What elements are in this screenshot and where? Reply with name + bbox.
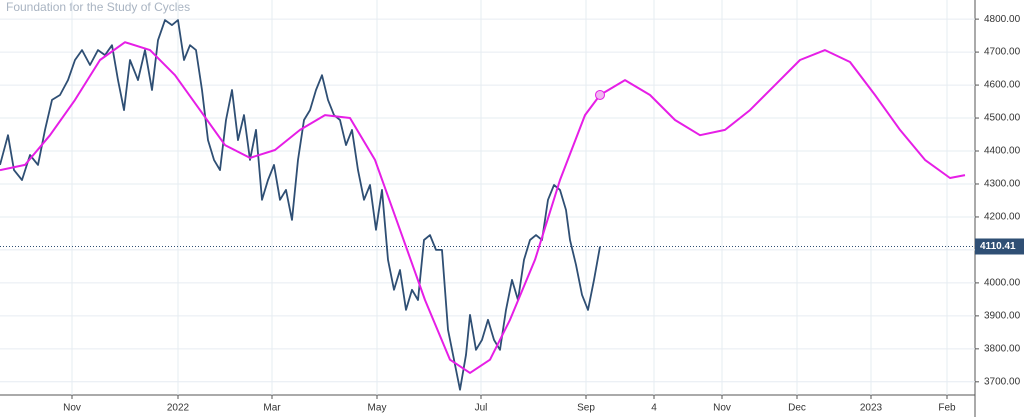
x-tick-label: Nov xyxy=(63,403,81,414)
x-tick-label: 2023 xyxy=(860,403,883,414)
x-tick-label: Jul xyxy=(475,403,488,414)
y-tick-label: 4500.00 xyxy=(984,113,1021,124)
x-tick-label: May xyxy=(368,403,387,414)
series-line xyxy=(0,19,601,391)
grid xyxy=(0,0,975,395)
y-tick-label: 4700.00 xyxy=(984,47,1021,58)
x-tick-label: Nov xyxy=(713,403,731,414)
x-tick-label: Sep xyxy=(577,403,595,414)
y-tick-label: 4800.00 xyxy=(984,14,1021,25)
last-price-badge xyxy=(975,238,1024,255)
y-tick-label: 4300.00 xyxy=(984,179,1021,190)
x-tick-label: Dec xyxy=(788,403,806,414)
y-tick-label: 4000.00 xyxy=(984,278,1021,289)
chart-title: Foundation for the Study of Cycles xyxy=(6,0,190,14)
x-tick-label: Feb xyxy=(938,403,956,414)
last-price-label: 4110.41 xyxy=(980,241,1016,252)
y-tick-label: 3800.00 xyxy=(984,343,1021,354)
x-tick-label: 2022 xyxy=(167,403,190,414)
series-line xyxy=(0,41,966,374)
y-tick-label: 4200.00 xyxy=(984,212,1021,223)
x-tick-label: Mar xyxy=(263,403,281,414)
cycle-marker xyxy=(595,89,605,100)
y-tick-label: 4600.00 xyxy=(984,80,1021,91)
y-tick-label: 3700.00 xyxy=(984,376,1021,387)
x-tick-label: 4 xyxy=(651,403,657,414)
y-tick-label: 3900.00 xyxy=(984,311,1021,322)
y-tick-label: 4400.00 xyxy=(984,146,1021,157)
